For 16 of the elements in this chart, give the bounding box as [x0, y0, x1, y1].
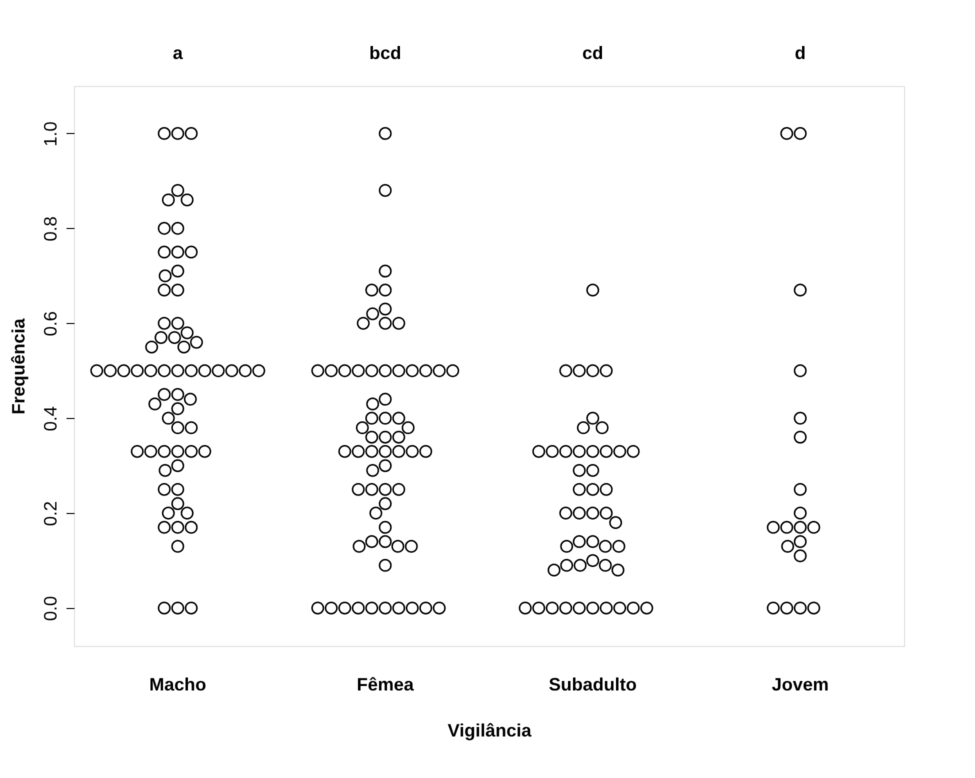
y-tick-label: 0.8 — [40, 216, 60, 242]
text: cd — [582, 43, 604, 63]
y-tick-label: 0.4 — [40, 406, 60, 432]
y-tick-label: 0.2 — [40, 501, 60, 526]
x-tick-label: Jovem — [772, 674, 829, 694]
text: d — [794, 43, 806, 63]
x-axis-title: Vigilância — [448, 720, 532, 740]
x-tick-label: Macho — [149, 674, 206, 694]
x-tick-label: Fêmea — [356, 674, 415, 694]
y-axis-title: Frequência — [8, 317, 28, 415]
text: a — [172, 43, 184, 63]
y-tick-label: 0.0 — [40, 596, 60, 622]
y-tick-label: 0.6 — [40, 311, 60, 336]
text: bcd — [369, 43, 402, 63]
x-tick-label: Subadulto — [548, 674, 637, 694]
y-tick-label: 1.0 — [40, 121, 60, 146]
